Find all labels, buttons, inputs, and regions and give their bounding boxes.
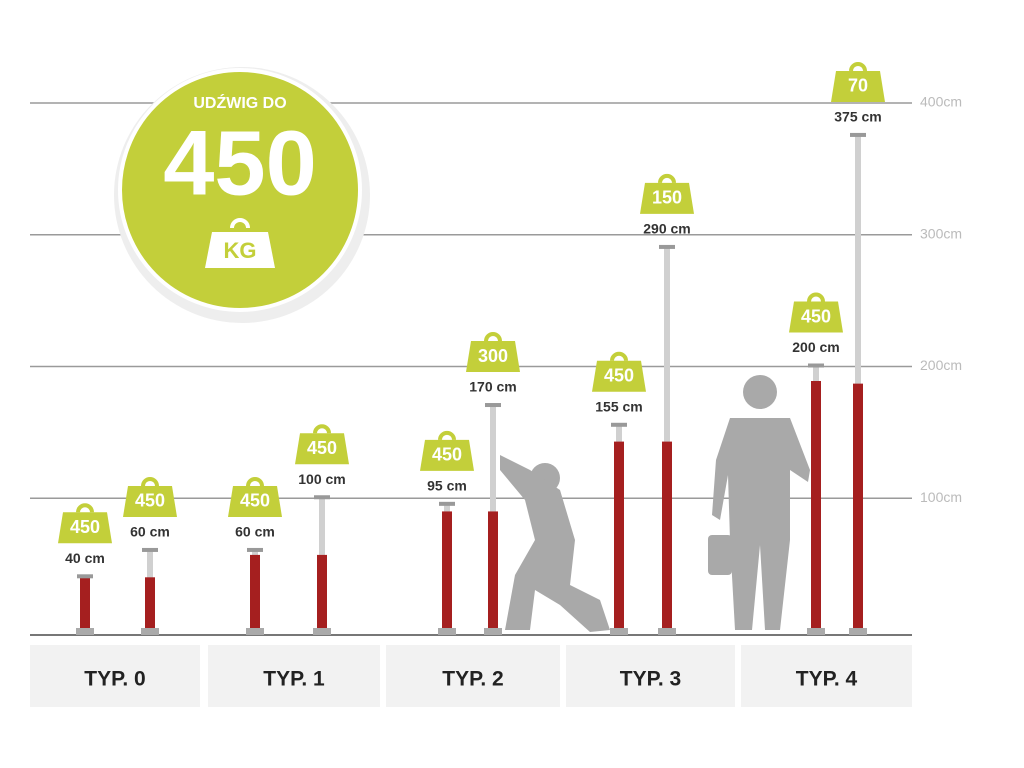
prop-foot — [807, 628, 825, 635]
load-label: 450 — [432, 445, 462, 465]
load-tag — [420, 439, 474, 471]
load-tag-handle — [849, 61, 867, 72]
badge: UDŹWIG DO 450 KG — [114, 67, 370, 323]
category-label: TYP. 2 — [442, 668, 503, 691]
load-tag — [228, 485, 282, 517]
prop-foot — [849, 628, 867, 635]
prop-base — [614, 441, 624, 630]
category-cell — [741, 645, 912, 707]
load-tag-handle — [610, 351, 628, 362]
prop-base — [80, 577, 90, 630]
prop-extension — [664, 247, 670, 631]
load-tag — [789, 301, 843, 333]
prop-cap — [850, 132, 866, 137]
prop-foot — [76, 628, 94, 635]
prop-cap — [142, 547, 158, 552]
prop-cap — [247, 547, 263, 552]
load-tag — [58, 512, 112, 544]
category-label: TYP. 3 — [620, 668, 681, 691]
prop-base — [853, 383, 863, 630]
load-label: 70 — [848, 76, 868, 96]
height-label: 60 cm — [130, 524, 170, 540]
load-label: 450 — [240, 491, 270, 511]
load-label: 450 — [135, 491, 165, 511]
load-tag-handle — [807, 292, 825, 302]
prop-foot — [438, 628, 456, 635]
height-label: 170 cm — [469, 379, 516, 395]
height-label: 375 cm — [834, 109, 881, 125]
prop-base — [145, 577, 155, 630]
category-cell — [566, 645, 735, 707]
prop-base — [317, 554, 327, 630]
prop-foot — [484, 628, 502, 635]
category-cell — [30, 645, 200, 707]
prop-foot — [313, 628, 331, 635]
y-tick-label: 200cm — [920, 357, 962, 373]
load-tag — [466, 341, 520, 373]
prop-foot — [141, 628, 159, 635]
prop-base — [488, 511, 498, 630]
load-label: 450 — [604, 366, 634, 386]
prop-foot — [246, 628, 264, 635]
badge-unit: KG — [224, 238, 257, 263]
category-cell — [208, 645, 380, 707]
y-tick-label: 100cm — [920, 489, 962, 505]
prop-foot — [610, 628, 628, 635]
load-tag-handle — [658, 173, 676, 184]
load-label: 300 — [478, 346, 508, 366]
prop-base — [250, 554, 260, 630]
load-tag-handle — [313, 424, 331, 434]
height-label: 200 cm — [792, 339, 839, 355]
load-tag — [592, 360, 646, 392]
height-label: 40 cm — [65, 550, 105, 566]
category-label: TYP. 0 — [84, 668, 145, 691]
prop-cap — [77, 574, 93, 579]
load-tag — [831, 70, 885, 102]
prop-base — [442, 511, 452, 630]
load-tag-handle — [246, 476, 264, 487]
height-label: 155 cm — [595, 398, 642, 414]
load-tag — [295, 433, 349, 465]
prop-extension — [855, 135, 861, 630]
load-tag-handle — [76, 503, 94, 513]
badge-circle — [118, 68, 362, 312]
load-label: 150 — [652, 188, 682, 208]
load-tag — [123, 485, 177, 517]
prop-cap — [611, 422, 627, 427]
y-tick-label: 400cm — [920, 94, 962, 110]
height-label: 95 cm — [427, 478, 467, 494]
category-label: TYP. 1 — [263, 668, 325, 691]
load-tag-handle — [438, 430, 456, 441]
prop-cap — [808, 363, 824, 368]
load-tag-handle — [484, 332, 502, 342]
prop-base — [811, 380, 821, 630]
prop-cap — [659, 244, 675, 249]
prop-base — [662, 441, 672, 630]
load-tag — [640, 182, 694, 214]
badge-value: 450 — [163, 112, 317, 214]
height-label: 60 cm — [235, 524, 275, 540]
prop-cap — [314, 495, 330, 500]
prop-cap — [439, 501, 455, 506]
y-tick-label: 300cm — [920, 225, 962, 241]
load-label: 450 — [307, 438, 337, 458]
prop-foot — [658, 628, 676, 635]
load-label: 450 — [70, 517, 100, 537]
category-band: TYP. 0 TYP. 1 TYP. 2 TYP. 3 TYP. 4 — [30, 645, 912, 707]
category-cell — [386, 645, 560, 707]
badge-caption: UDŹWIG DO — [193, 93, 286, 112]
prop-cap — [485, 403, 501, 408]
workers — [500, 375, 810, 632]
props: 40 cm 450 60 cm 450 60 cm 450 100 cm 450 95 cm 45… — [58, 61, 885, 635]
height-label: 100 cm — [298, 471, 345, 487]
load-tag-handle — [141, 476, 159, 487]
height-label: 290 cm — [643, 221, 690, 237]
load-label: 450 — [801, 306, 831, 326]
category-label: TYP. 4 — [796, 668, 858, 691]
